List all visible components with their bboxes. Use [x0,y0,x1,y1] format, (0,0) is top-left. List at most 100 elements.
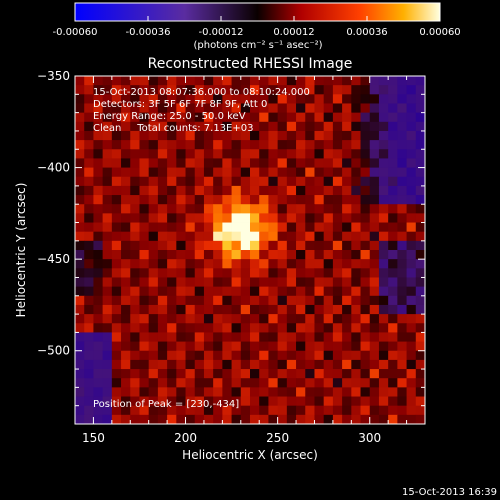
heatmap-cell [203,323,214,333]
heatmap-cell [360,277,371,288]
heatmap-cell [111,195,122,205]
heatmap-cell [406,314,417,324]
heatmap-cell [167,76,177,86]
heatmap-cell [93,414,104,425]
heatmap-cell [102,268,113,278]
heatmap-cell [222,277,232,288]
heatmap-cell [84,140,94,150]
heatmap-cell [286,414,297,425]
heatmap-cell [157,405,168,416]
heatmap-cell [148,250,159,260]
heatmap-cell [415,323,426,333]
heatmap-cell [222,176,232,187]
heatmap-cell [185,304,196,315]
heatmap-cell [176,405,186,416]
heatmap-cell [332,167,343,178]
heatmap-cell [397,369,407,379]
heatmap-cell [194,167,205,178]
heatmap-cell [342,112,352,123]
heatmap-cell [222,396,232,407]
heatmap-cell [102,76,113,86]
heatmap-cell [305,277,315,288]
colorbar-tick-label: -0.00012 [199,27,244,38]
heatmap-cell [397,359,407,370]
heatmap-cell [121,213,131,223]
heatmap-cell [351,259,361,269]
heatmap-cell [323,387,334,397]
heatmap-cell [213,176,223,187]
heatmap-cell [305,359,315,370]
heatmap-cell [259,277,269,288]
heatmap-cell [360,341,371,352]
heatmap-cell [332,204,343,214]
heatmap-cell [305,387,315,397]
heatmap-cell [84,204,94,214]
heatmap-cell [415,268,426,278]
heatmap-cell [388,176,398,187]
heatmap-cell [139,176,150,187]
heatmap-cell [259,112,269,123]
heatmap-cell [296,112,306,123]
heatmap-cell [139,332,150,342]
heatmap-cell [231,176,242,187]
heatmap-cell [176,213,186,223]
heatmap-cell [388,268,398,278]
heatmap-cell [369,277,380,288]
y-axis-label: Heliocentric Y (arcsec) [14,183,28,318]
heatmap-cell [406,121,417,132]
heatmap-cell [176,158,186,168]
heatmap-cell [111,121,122,132]
heatmap-cell [176,130,186,141]
heatmap-cell [342,176,352,187]
heatmap-cell [369,204,380,214]
heatmap-cell [222,295,232,306]
heatmap-cell [250,250,260,260]
heatmap-cell [305,369,315,379]
heatmap-cell [250,387,260,397]
heatmap-cell [231,414,242,425]
heatmap-cell [176,350,186,361]
heatmap-cell [259,140,269,150]
heatmap-cell [121,231,131,242]
heatmap-cell [93,130,104,141]
heatmap-cell [167,240,177,251]
heatmap-cell [203,231,214,242]
heatmap-cell [378,405,389,416]
heatmap-cell [305,140,315,150]
heatmap-cell [286,167,297,178]
heatmap-cell [378,94,389,104]
heatmap-cell [203,121,214,132]
heatmap-cell [323,240,334,251]
heatmap-cell [268,250,279,260]
heatmap-cell [406,231,417,242]
heatmap-cell [415,130,426,141]
heatmap-cell [250,103,260,114]
heatmap-cell [167,259,177,269]
heatmap-cell [332,121,343,132]
heatmap-cell [296,185,306,196]
heatmap-cell [222,213,232,223]
heatmap-cell [93,195,104,205]
heatmap-cell [121,405,131,416]
heatmap-cell [314,213,325,223]
heatmap-cell [296,414,306,425]
heatmap-cell [130,213,140,223]
heatmap-cell [342,195,352,205]
heatmap-cell [378,378,389,388]
heatmap-cell [406,304,417,315]
heatmap-cell [250,213,260,223]
heatmap-cell [323,359,334,370]
heatmap-cell [194,240,205,251]
heatmap-cell [250,112,260,123]
heatmap-cell [194,121,205,132]
heatmap-cell [305,213,315,223]
heatmap-cell [240,268,251,278]
heatmap-cell [213,414,223,425]
heatmap-cell [397,332,407,342]
heatmap-cell [250,277,260,288]
heatmap-cell [75,350,85,361]
heatmap-cell [231,387,242,397]
heatmap-cell [102,250,113,260]
heatmap-cell [332,195,343,205]
heatmap-cell [121,387,131,397]
